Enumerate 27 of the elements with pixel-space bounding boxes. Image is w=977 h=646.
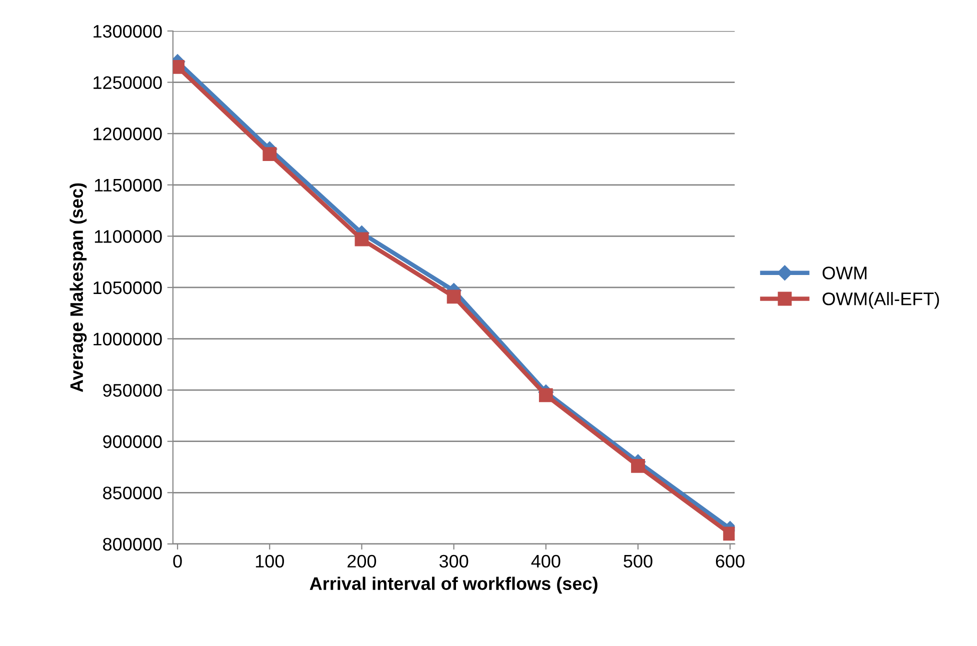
x-tick-label: 200 xyxy=(348,554,376,568)
y-tick-label: 1100000 xyxy=(94,230,162,243)
legend-label: OWM(All-EFT) xyxy=(822,292,939,309)
y-tick-label: 1000000 xyxy=(94,332,162,346)
y-tick-label: 900000 xyxy=(103,435,162,448)
point xyxy=(262,147,277,162)
x-tick-label: 500 xyxy=(624,554,652,568)
x-tick-label: 600 xyxy=(716,554,744,568)
y-tick-label: 1200000 xyxy=(94,128,162,140)
point xyxy=(538,388,553,402)
y-tick-label: 1250000 xyxy=(94,76,162,90)
legend-label: OWM xyxy=(822,266,866,280)
x-tick-label: 300 xyxy=(439,554,468,568)
x-tick-label: 400 xyxy=(531,554,560,568)
y-tick-label: 1050000 xyxy=(94,281,162,294)
point xyxy=(446,290,461,304)
x-axis-title: Arrival interval of workflows (sec) xyxy=(310,576,598,594)
y-axis-title: Average Makespan (sec) xyxy=(70,183,87,392)
y-tick-label: 950000 xyxy=(103,384,162,397)
y-tick-label: 850000 xyxy=(103,486,162,500)
point xyxy=(631,459,645,473)
x-tick-label: 100 xyxy=(256,554,284,568)
y-tick-label: 800000 xyxy=(103,538,162,551)
x-tick-label: 0 xyxy=(173,554,182,568)
point xyxy=(354,232,369,246)
y-tick-label: 1150000 xyxy=(94,178,162,192)
y-tick-label: 1300000 xyxy=(94,24,162,38)
